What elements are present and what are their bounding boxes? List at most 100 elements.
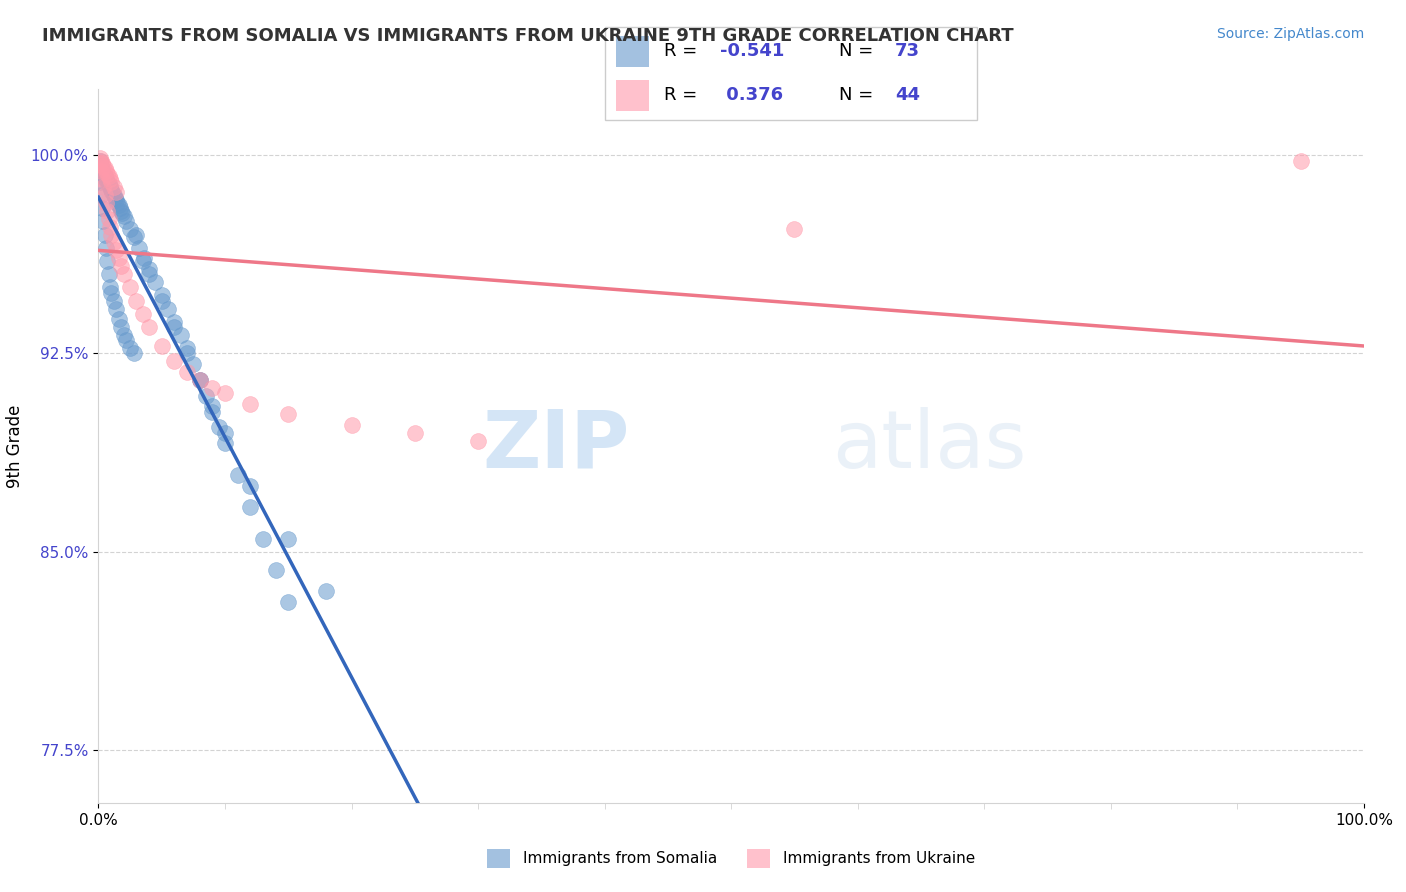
FancyBboxPatch shape — [616, 80, 650, 111]
Point — [128, 241, 150, 255]
Point — [150, 288, 173, 302]
Point — [110, 260, 132, 274]
Text: -0.541: -0.541 — [720, 42, 785, 60]
Text: IMMIGRANTS FROM SOMALIA VS IMMIGRANTS FROM UKRAINE 9TH GRADE CORRELATION CHART: IMMIGRANTS FROM SOMALIA VS IMMIGRANTS FR… — [42, 27, 1014, 45]
Point — [163, 354, 186, 368]
Point — [100, 175, 122, 189]
Point — [252, 532, 274, 546]
Point — [239, 478, 262, 492]
Point — [132, 252, 155, 266]
Point — [194, 389, 218, 403]
Point — [214, 436, 236, 450]
Point — [107, 252, 129, 266]
Point — [150, 338, 173, 352]
Point — [107, 198, 129, 212]
Point — [96, 203, 118, 218]
Point — [90, 188, 112, 202]
Text: R =: R = — [664, 87, 703, 104]
Point — [89, 153, 111, 168]
Point — [340, 417, 363, 432]
Point — [315, 584, 337, 599]
FancyBboxPatch shape — [605, 27, 977, 120]
Point — [110, 203, 132, 218]
Point — [91, 164, 114, 178]
Point — [132, 307, 155, 321]
Point — [404, 425, 426, 440]
Point — [176, 346, 198, 360]
Point — [101, 186, 124, 200]
Point — [94, 164, 117, 178]
Point — [93, 167, 115, 181]
Point — [115, 214, 138, 228]
Legend: Immigrants from Somalia, Immigrants from Ukraine: Immigrants from Somalia, Immigrants from… — [481, 843, 981, 873]
Point — [138, 261, 160, 276]
Point — [122, 346, 145, 360]
Point — [105, 244, 128, 258]
Point — [98, 172, 121, 186]
Point — [90, 153, 112, 168]
Point — [120, 222, 141, 236]
Point — [103, 235, 125, 250]
Point — [132, 254, 155, 268]
Point — [90, 159, 112, 173]
Point — [93, 161, 117, 176]
Point — [188, 373, 211, 387]
Point — [93, 214, 115, 228]
FancyBboxPatch shape — [616, 36, 650, 67]
Point — [100, 183, 122, 197]
Point — [94, 195, 117, 210]
Point — [125, 227, 148, 242]
Text: N =: N = — [839, 87, 879, 104]
Point — [89, 175, 111, 189]
Point — [214, 386, 236, 401]
Text: ZIP: ZIP — [482, 407, 630, 485]
Point — [169, 328, 191, 343]
Point — [183, 357, 205, 371]
Point — [188, 373, 211, 387]
Point — [163, 315, 186, 329]
Y-axis label: 9th Grade: 9th Grade — [6, 404, 24, 488]
Point — [157, 301, 180, 316]
Text: 44: 44 — [896, 87, 920, 104]
Point — [115, 333, 138, 347]
Point — [93, 227, 117, 242]
Point — [94, 241, 117, 255]
Point — [98, 280, 121, 294]
Point — [176, 341, 198, 355]
Point — [100, 227, 122, 242]
Point — [277, 407, 299, 421]
Point — [108, 201, 131, 215]
Point — [1289, 153, 1312, 168]
Point — [277, 595, 299, 609]
Point — [103, 188, 125, 202]
Text: atlas: atlas — [832, 407, 1026, 485]
Point — [107, 312, 129, 326]
Point — [90, 164, 112, 178]
Point — [98, 219, 121, 234]
Point — [110, 320, 132, 334]
Point — [145, 275, 166, 289]
Point — [120, 341, 141, 355]
Point — [201, 381, 224, 395]
Point — [93, 188, 117, 202]
Point — [122, 230, 145, 244]
Point — [96, 167, 118, 181]
Point — [93, 169, 117, 184]
Point — [97, 211, 120, 226]
Point — [214, 425, 236, 440]
Text: R =: R = — [664, 42, 703, 60]
Point — [239, 397, 262, 411]
Point — [111, 206, 134, 220]
Point — [150, 293, 173, 308]
Text: N =: N = — [839, 42, 879, 60]
Point — [107, 195, 129, 210]
Point — [103, 293, 125, 308]
Point — [201, 400, 224, 414]
Point — [100, 285, 122, 300]
Point — [783, 222, 806, 236]
Point — [120, 280, 141, 294]
Point — [201, 404, 224, 418]
Point — [93, 159, 115, 173]
Point — [467, 434, 489, 448]
Text: 73: 73 — [896, 42, 920, 60]
